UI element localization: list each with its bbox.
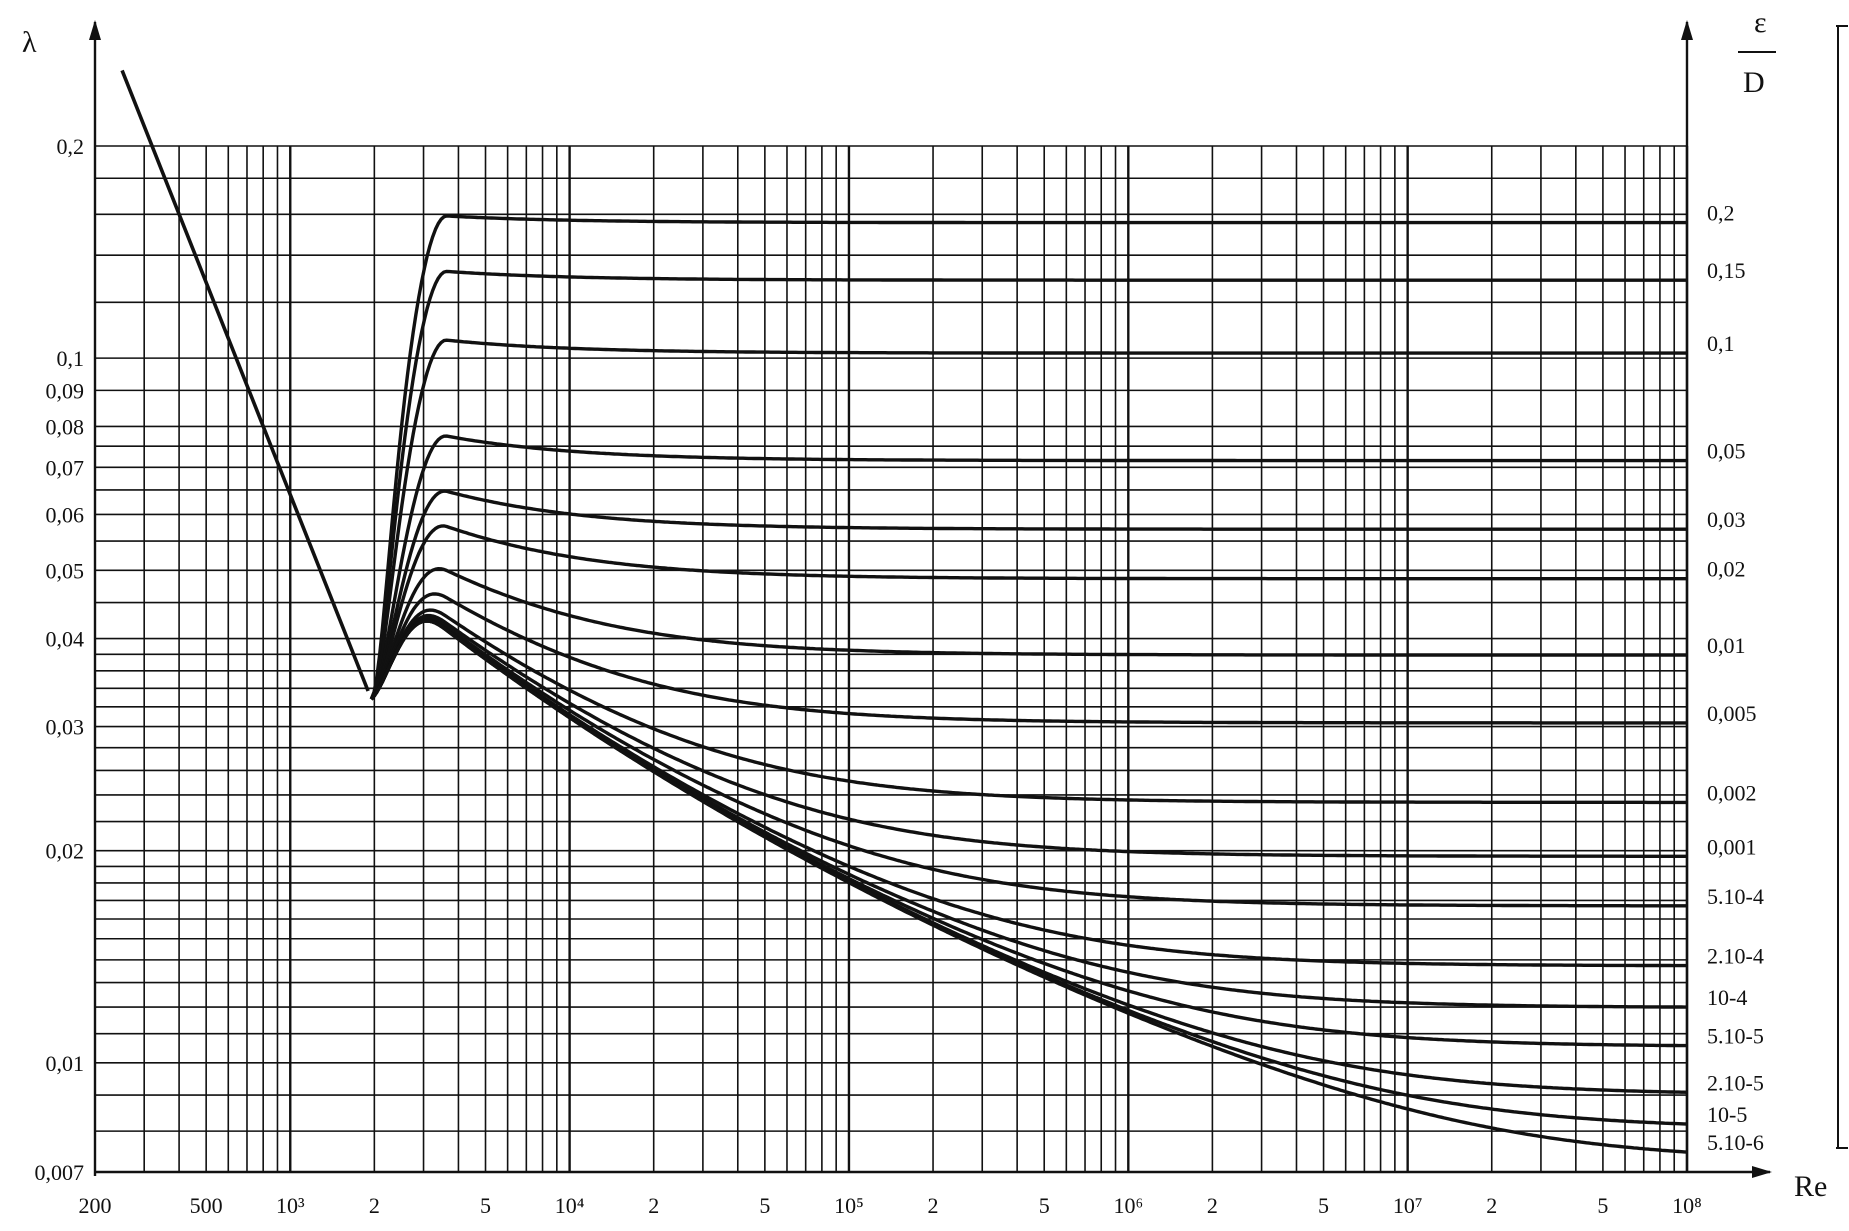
curve-series xyxy=(370,592,1687,725)
curve-series xyxy=(369,489,1687,701)
x-tick-label: 2 xyxy=(648,1193,659,1218)
series-label: 10-4 xyxy=(1707,985,1747,1010)
y-tick-label: 0,03 xyxy=(46,715,85,740)
axis-layer xyxy=(89,20,1848,1178)
x-tick-label: 5 xyxy=(480,1193,491,1218)
y-tick-label: 0,08 xyxy=(46,414,85,439)
series-label: 0,02 xyxy=(1707,557,1746,582)
x-tick-label: 10⁷ xyxy=(1393,1193,1423,1218)
right-axis-title-bottom: D xyxy=(1743,66,1765,99)
y-tick-label: 0,007 xyxy=(35,1160,85,1185)
x-axis-arrow xyxy=(1752,1166,1772,1178)
y-tick-label: 0,07 xyxy=(46,455,85,480)
series-label: 5.10-6 xyxy=(1707,1130,1764,1155)
x-tick-label: 5 xyxy=(1318,1193,1329,1218)
x-tick-label: 10⁵ xyxy=(834,1193,864,1218)
series-label: 0,2 xyxy=(1707,201,1735,226)
x-tick-label: 500 xyxy=(190,1193,223,1218)
curve-series xyxy=(370,619,1688,1154)
y-tick-label: 0,09 xyxy=(46,378,85,403)
curve-series xyxy=(370,567,1687,701)
series-label: 0,002 xyxy=(1707,780,1757,805)
series-label: 10-5 xyxy=(1707,1102,1747,1127)
series-label: 2.10-4 xyxy=(1707,944,1764,969)
label-layer: 0,2 0,1 0,09 0,08 0,07 0,06 0,05 0,04 0,03 0,02 0,… xyxy=(35,134,1764,1218)
series-label: 0,1 xyxy=(1707,331,1735,356)
series-label: 0,03 xyxy=(1707,507,1746,532)
series-label: 2.10-5 xyxy=(1707,1070,1764,1095)
y-tick-label: 0,01 xyxy=(46,1051,85,1076)
series-label: 0,01 xyxy=(1707,633,1746,658)
y-tick-label: 0,1 xyxy=(57,346,85,371)
right-axis-title-top: ε xyxy=(1754,6,1767,39)
right-axis-arrow xyxy=(1681,20,1693,40)
curve-series xyxy=(369,338,1687,700)
x-tick-label: 5 xyxy=(759,1193,770,1218)
series-label: 0,05 xyxy=(1707,439,1746,464)
curve-series xyxy=(370,613,1687,858)
series-label: 5.10-4 xyxy=(1707,884,1764,909)
y-tick-label: 0,05 xyxy=(46,558,85,583)
grid-layer xyxy=(94,145,1689,1173)
curve-series xyxy=(369,269,1687,700)
y-tick-label: 0,02 xyxy=(46,839,85,864)
x-tick-label: 5 xyxy=(1039,1193,1050,1218)
series-label: 5.10-5 xyxy=(1707,1024,1764,1049)
laminar-line xyxy=(120,69,370,692)
curve-layer xyxy=(120,69,1688,1154)
x-tick-label: 5 xyxy=(1597,1193,1608,1218)
x-tick-label: 2 xyxy=(1207,1193,1218,1218)
x-tick-label: 10⁴ xyxy=(555,1193,585,1218)
y-tick-label: 0,04 xyxy=(46,627,85,652)
x-tick-label: 10³ xyxy=(276,1193,305,1218)
x-axis-title: Re xyxy=(1794,1170,1827,1203)
x-tick-label: 200 xyxy=(79,1193,112,1218)
x-tick-label: 10⁸ xyxy=(1672,1193,1702,1218)
x-tick-label: 10⁶ xyxy=(1113,1193,1143,1218)
x-tick-label: 2 xyxy=(928,1193,939,1218)
curve-series xyxy=(369,214,1687,700)
curve-series xyxy=(369,524,1687,701)
y-axis-arrow xyxy=(89,20,101,40)
series-label: 0,15 xyxy=(1707,258,1746,283)
x-tick-label: 2 xyxy=(369,1193,380,1218)
y-tick-label: 0,06 xyxy=(46,502,85,527)
x-tick-label: 2 xyxy=(1486,1193,1497,1218)
curve-series xyxy=(370,608,1687,805)
curve-series xyxy=(370,616,1687,908)
series-label: 0,005 xyxy=(1707,701,1757,726)
series-label: 0,001 xyxy=(1707,834,1757,859)
y-axis-title: λ xyxy=(22,26,37,59)
y-tick-label: 0,2 xyxy=(57,134,85,159)
curve-series xyxy=(369,434,1687,701)
